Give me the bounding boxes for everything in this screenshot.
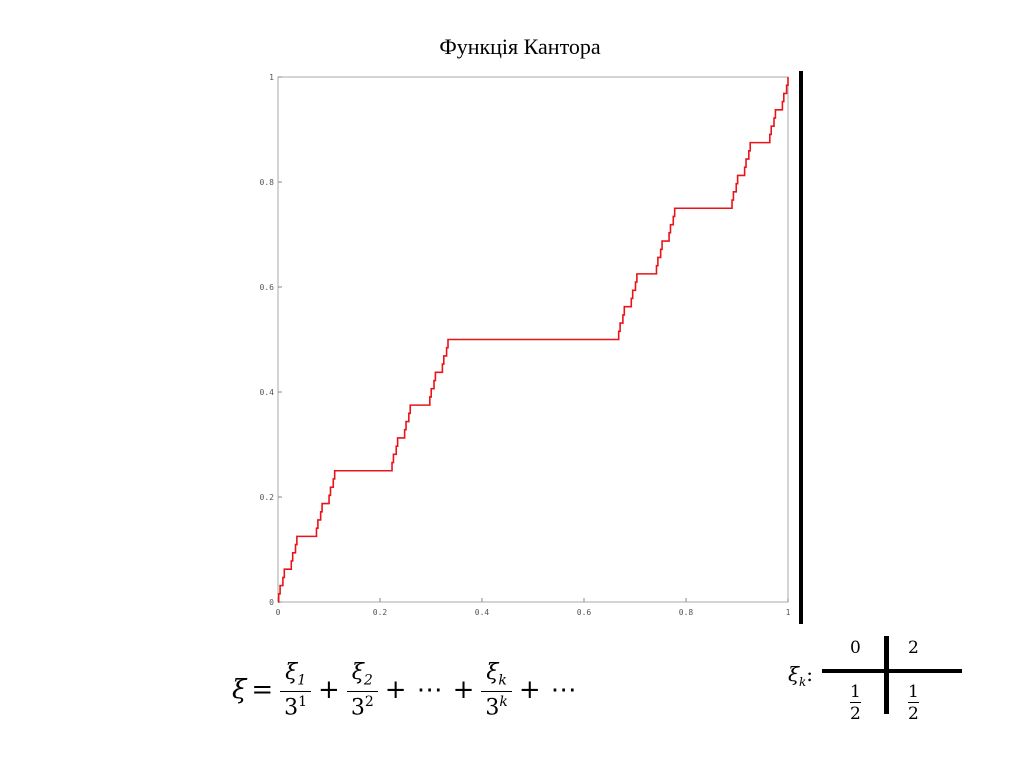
prob-cell-2: 1 2 [908,682,919,724]
x-tick-label: 0.2 [373,608,388,617]
formula-term-2: ξ2 32 [346,660,378,720]
cantor-series-line [277,77,789,603]
formula-plus-4: + [518,675,541,705]
plot-frame [277,76,789,603]
vertical-divider [799,71,803,624]
x-tick-label: 0.8 [679,608,694,617]
slide-title: Функція Кантора [439,34,601,59]
x-axis-ticks: 0 0.2 0.4 0.6 0.8 1 [276,598,791,617]
x-tick-label: 0.6 [577,608,592,617]
y-tick-label: 0 [269,598,274,607]
formula-lhs: ξ [232,675,247,705]
y-tick-label: 0.4 [260,388,275,397]
x-tick-label: 0 [276,608,281,617]
value-cell-2: 2 [908,638,919,658]
value-cell-0: 0 [850,638,861,658]
x-tick-label: 1 [786,608,791,617]
formula-ellipsis-2: ⋯ [550,675,577,705]
x-tick-label: 0.4 [475,608,490,617]
series-formula: ξ = ξ1 31 + ξ2 32 + ⋯ + ξk 3k + ⋯ [232,652,582,728]
formula-term-1: ξ1 31 [280,660,312,720]
formula-term-k: ξk 3k [481,660,512,720]
y-axis-ticks: 0 0.2 0.4 0.6 0.8 1 [260,73,282,607]
formula-plus-1: + [318,675,340,705]
formula-ellipsis-1: ⋯ [416,675,443,705]
formula-plus-3: + [452,675,475,705]
y-tick-label: 0.8 [260,178,275,187]
y-tick-label: 0.2 [260,493,275,502]
formula-plus-2: + [384,675,407,705]
table-horizontal-line [822,669,962,673]
prob-cell-1: 1 2 [850,682,861,724]
y-tick-label: 1 [269,73,274,82]
cantor-function-chart: 0 0.2 0.4 0.6 0.8 1 0 0.2 0.4 0.6 0.8 1 [260,73,791,617]
y-tick-label: 0.6 [260,283,275,292]
formula-equals: = [251,675,274,705]
table-vertical-line [884,636,889,714]
distribution-variable: ξk: [788,662,814,689]
distribution-table: ξk: 0 2 1 2 1 2 [780,630,980,740]
